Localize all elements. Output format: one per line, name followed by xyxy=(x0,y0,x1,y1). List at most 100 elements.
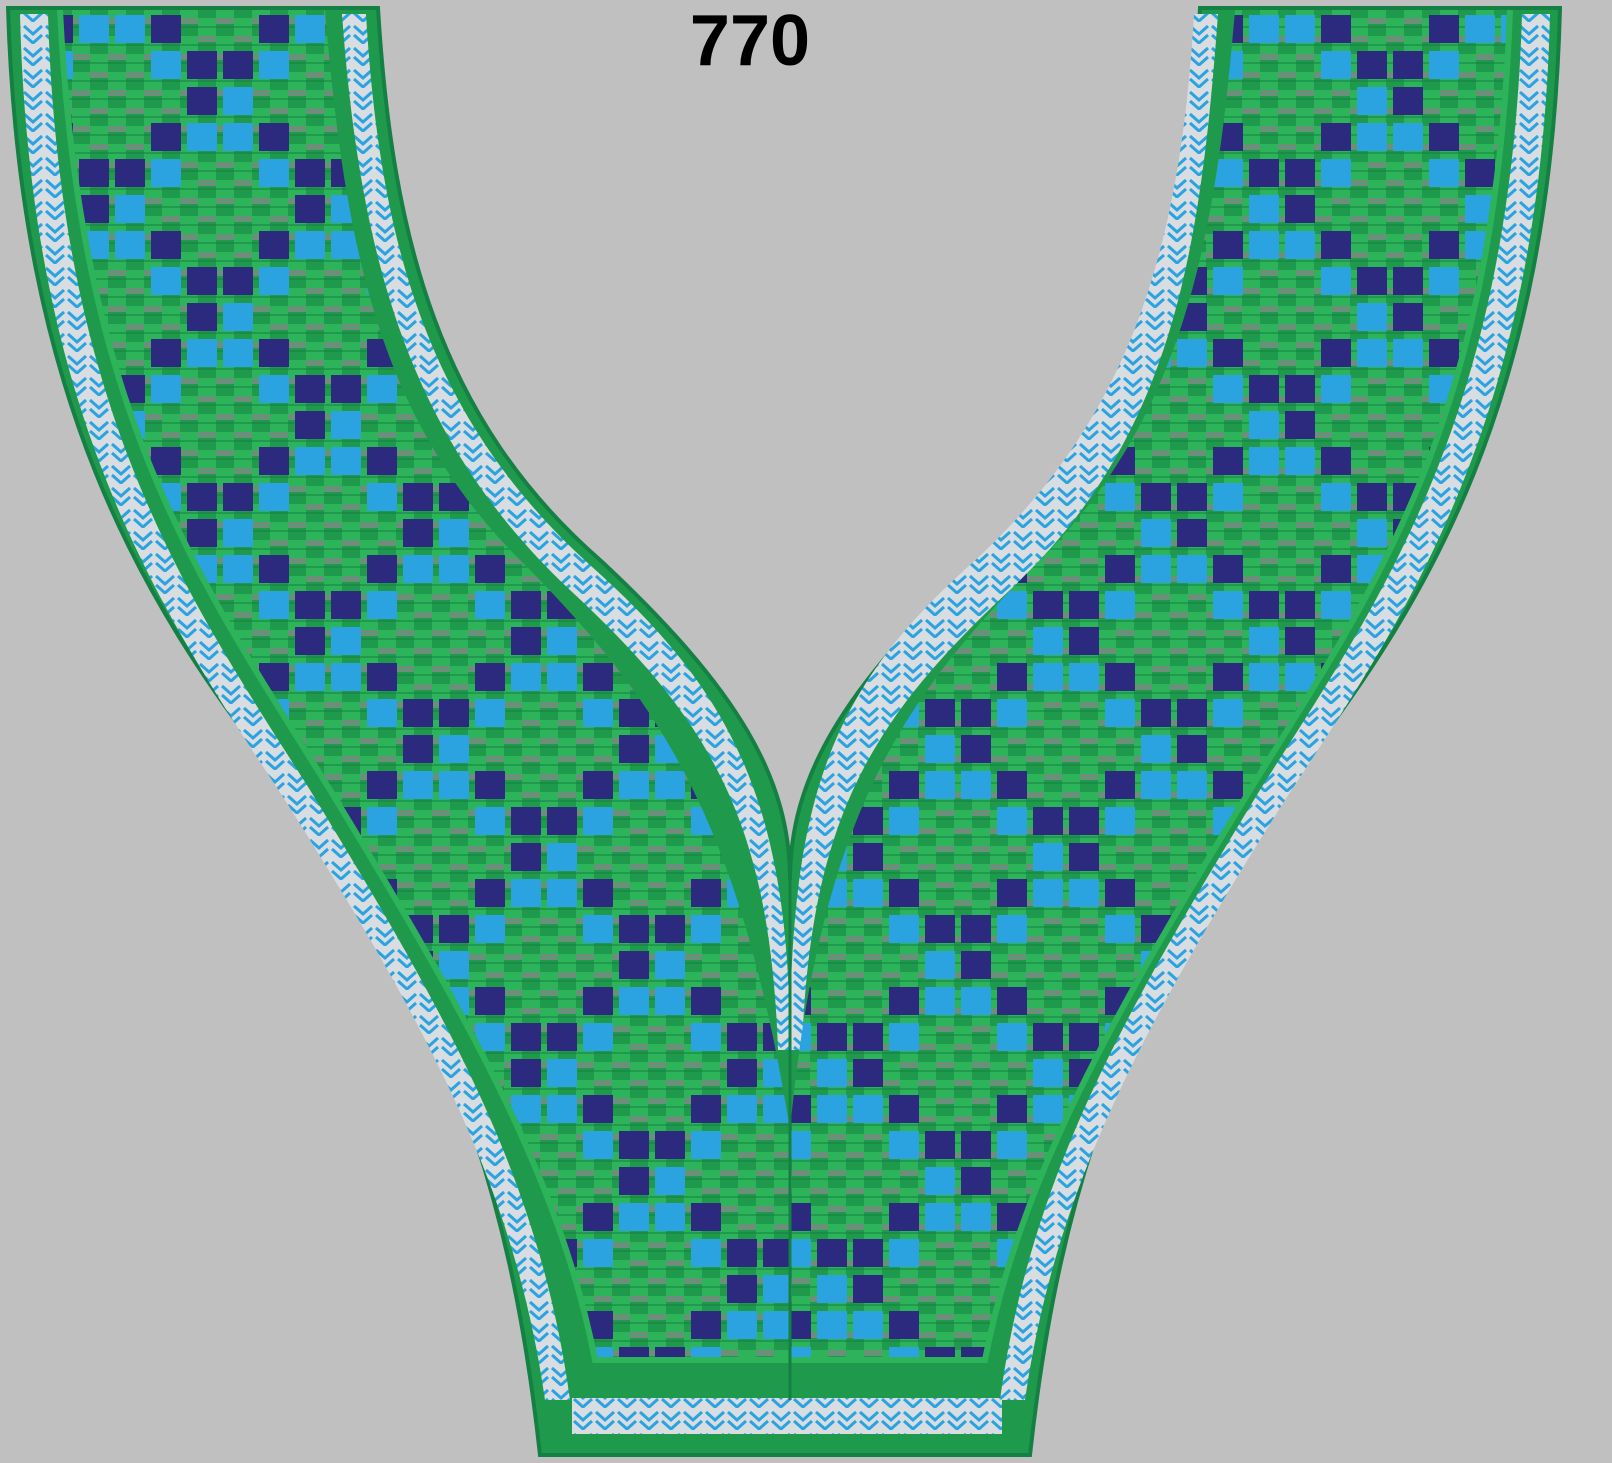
motif-square xyxy=(1213,987,1243,1015)
motif-square xyxy=(259,1095,289,1123)
motif-square xyxy=(997,663,1027,691)
motif-square xyxy=(763,159,790,187)
motif-square xyxy=(1321,1419,1351,1447)
motif-square xyxy=(817,663,847,691)
motif-square xyxy=(997,879,1027,907)
motif-square xyxy=(187,267,217,295)
motif-square xyxy=(1177,1131,1207,1159)
motif-square xyxy=(889,483,919,511)
motif-square xyxy=(151,15,181,43)
motif-square xyxy=(925,699,955,727)
motif-square xyxy=(961,699,991,727)
motif-square xyxy=(511,375,541,403)
motif-square xyxy=(79,1311,109,1339)
motif-square xyxy=(1321,1131,1351,1159)
motif-square xyxy=(1537,879,1567,907)
motif-square xyxy=(853,411,883,439)
motif-square xyxy=(727,1311,757,1339)
motif-square xyxy=(151,375,181,403)
motif-square xyxy=(475,1311,505,1339)
motif-square xyxy=(511,591,541,619)
motif-square xyxy=(1069,159,1099,187)
motif-square xyxy=(1321,1203,1351,1231)
motif-square xyxy=(790,375,811,403)
motif-square xyxy=(745,87,775,115)
motif-square xyxy=(691,1239,721,1267)
motif-square xyxy=(1285,195,1315,223)
motif-square xyxy=(619,915,649,943)
motif-square xyxy=(1213,1239,1243,1267)
motif-square xyxy=(1429,1131,1459,1159)
motif-square xyxy=(403,1203,433,1231)
motif-square xyxy=(1105,879,1135,907)
motif-square xyxy=(925,1131,955,1159)
motif-square xyxy=(1357,1167,1387,1195)
motif-square xyxy=(60,1203,73,1231)
motif-square xyxy=(151,1203,181,1231)
motif-square xyxy=(1357,51,1387,79)
motif-square xyxy=(1213,1131,1243,1159)
motif-square xyxy=(691,879,721,907)
motif-square xyxy=(1357,987,1387,1015)
motif-square xyxy=(799,123,829,151)
motif-square xyxy=(511,1059,541,1087)
motif-square xyxy=(1429,339,1459,367)
motif-square xyxy=(79,1059,109,1087)
motif-square xyxy=(151,663,181,691)
motif-square xyxy=(259,1239,289,1267)
motif-square xyxy=(925,1167,955,1195)
motif-square xyxy=(1321,771,1351,799)
motif-square xyxy=(1033,627,1063,655)
motif-square xyxy=(1141,1419,1171,1447)
motif-square xyxy=(790,267,811,295)
motif-square xyxy=(691,1203,721,1231)
motif-square xyxy=(331,627,361,655)
motif-square xyxy=(331,1095,361,1123)
motif-square xyxy=(583,915,613,943)
motif-square xyxy=(1285,231,1315,259)
motif-square xyxy=(799,267,829,295)
motif-square xyxy=(1537,447,1567,475)
motif-square xyxy=(79,663,109,691)
motif-square xyxy=(511,159,541,187)
motif-square xyxy=(151,807,181,835)
motif-square xyxy=(1213,771,1243,799)
motif-square xyxy=(60,1131,73,1159)
motif-square xyxy=(1033,591,1063,619)
motif-square xyxy=(1105,231,1135,259)
motif-square xyxy=(655,951,685,979)
motif-square xyxy=(1285,1023,1315,1051)
motif-square xyxy=(331,411,361,439)
motif-square xyxy=(889,1203,919,1231)
motif-square xyxy=(1537,231,1567,259)
motif-square xyxy=(439,735,469,763)
motif-square xyxy=(187,51,217,79)
motif-square xyxy=(727,1275,757,1303)
motif-square xyxy=(619,987,649,1015)
motif-square xyxy=(1357,339,1387,367)
motif-square xyxy=(763,1275,790,1303)
motif-square xyxy=(583,483,613,511)
motif-square xyxy=(1537,1239,1567,1267)
motif-square xyxy=(1321,1095,1351,1123)
motif-square xyxy=(1069,1239,1099,1267)
motif-square xyxy=(295,195,325,223)
motif-square xyxy=(817,1095,847,1123)
motif-square xyxy=(187,915,217,943)
motif-square xyxy=(835,555,865,583)
motif-square xyxy=(1465,843,1495,871)
motif-square xyxy=(259,483,289,511)
motif-square xyxy=(817,1275,847,1303)
motif-square xyxy=(961,267,991,295)
motif-square xyxy=(295,627,325,655)
motif-square xyxy=(1537,267,1567,295)
motif-square xyxy=(655,483,685,511)
motif-square xyxy=(925,555,955,583)
motif-square xyxy=(1393,771,1423,799)
motif-square xyxy=(925,951,955,979)
motif-square xyxy=(790,555,811,583)
motif-square xyxy=(79,843,109,871)
motif-square xyxy=(439,1383,469,1411)
motif-square xyxy=(403,555,433,583)
motif-square xyxy=(259,231,289,259)
